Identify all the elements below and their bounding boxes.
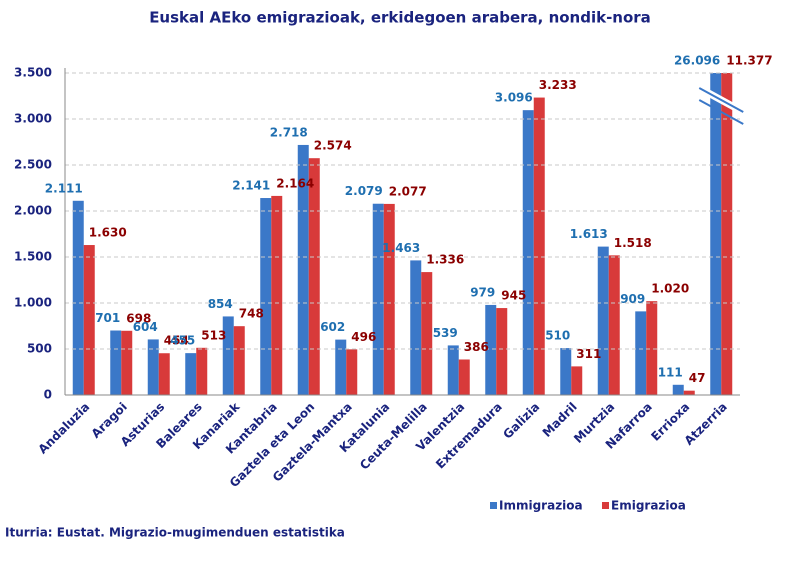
- value-label: 854: [208, 297, 233, 311]
- value-label: 2.141: [232, 179, 270, 193]
- bar: [297, 144, 309, 395]
- bar: [233, 326, 245, 395]
- break-mark: [698, 87, 744, 113]
- bar: [571, 366, 583, 395]
- bar: [372, 203, 384, 395]
- bar: [447, 345, 459, 395]
- legend-label: Emigrazioa: [611, 499, 686, 513]
- source-note: Iturria: Eustat. Migrazio-mugimenduen es…: [5, 526, 345, 540]
- value-label: 1.336: [426, 253, 464, 267]
- legend-label: Immigrazioa: [499, 499, 583, 513]
- y-tick-label: 3.500: [14, 66, 52, 80]
- x-tick-label: Extremadura: [433, 400, 505, 472]
- bar: [721, 73, 733, 395]
- value-label: 1.613: [570, 227, 608, 241]
- value-label: 11.377: [726, 54, 772, 68]
- value-label: 2.077: [389, 184, 427, 198]
- y-tick-label: 2.500: [14, 158, 52, 172]
- y-tick-label: 1.000: [14, 296, 52, 310]
- bar: [522, 110, 534, 395]
- bar: [646, 301, 658, 395]
- value-label: 909: [620, 292, 645, 306]
- value-label: 602: [320, 320, 345, 334]
- x-tick-label: Galizia: [500, 400, 542, 442]
- value-label: 2.111: [45, 181, 83, 195]
- bar: [185, 353, 197, 395]
- bar: [271, 195, 283, 395]
- value-label: 945: [501, 289, 526, 303]
- bar: [308, 158, 320, 395]
- bar: [335, 339, 347, 395]
- bar: [158, 353, 170, 395]
- legend-swatch: [602, 502, 609, 509]
- value-label: 3.096: [495, 91, 533, 105]
- value-label: 2.574: [314, 139, 352, 153]
- value-label: 2.079: [345, 184, 383, 198]
- value-label: 748: [239, 307, 264, 321]
- y-tick-label: 1.500: [14, 250, 52, 264]
- value-label: 111: [658, 365, 683, 379]
- bar: [83, 245, 95, 395]
- bar: [147, 339, 159, 395]
- y-tick-label: 2.000: [14, 204, 52, 218]
- value-label: 496: [351, 330, 376, 344]
- value-label: 1.463: [382, 241, 420, 255]
- legend-swatch: [490, 502, 497, 509]
- y-tick-label: 500: [27, 342, 52, 356]
- bar: [458, 359, 470, 395]
- bar: [597, 246, 609, 395]
- bar: [683, 390, 695, 395]
- bar: [608, 255, 620, 395]
- bar: [672, 384, 684, 395]
- bar: [485, 304, 497, 395]
- value-label: 1.020: [651, 282, 689, 296]
- value-label: 311: [576, 347, 601, 361]
- break-mark: [698, 99, 744, 125]
- value-label: 3.233: [539, 78, 577, 92]
- y-tick-label: 3.000: [14, 112, 52, 126]
- value-label: 701: [95, 311, 120, 325]
- value-label: 454: [164, 334, 189, 348]
- value-label: 604: [133, 320, 158, 334]
- bar: [635, 311, 647, 395]
- value-label: 698: [126, 311, 151, 325]
- value-label: 1.630: [89, 226, 127, 240]
- value-label: 513: [201, 328, 226, 342]
- plot-area: [72, 73, 733, 396]
- value-label: 2.718: [270, 125, 308, 139]
- value-label: 539: [433, 326, 458, 340]
- bar: [533, 97, 545, 396]
- bar: [346, 349, 358, 395]
- value-label: 510: [545, 329, 570, 343]
- x-tick-label: Ceuta-Melilla: [357, 400, 430, 473]
- value-label: 1.518: [614, 236, 652, 250]
- x-tick-label: Andaluzia: [36, 400, 93, 457]
- value-label: 386: [464, 340, 489, 354]
- value-label: 455: [170, 334, 195, 348]
- bar: [496, 308, 508, 395]
- bar: [383, 203, 395, 395]
- bar: [72, 200, 84, 395]
- value-label: 979: [470, 285, 495, 299]
- bar: [196, 347, 208, 395]
- chart-title: Euskal AEko emigrazioak, erkidegoen arab…: [149, 9, 651, 27]
- value-label: 47: [689, 371, 706, 385]
- bar: [121, 330, 133, 395]
- value-label: 26.096: [674, 54, 720, 68]
- bar: [260, 198, 272, 395]
- value-label: 2.164: [276, 176, 314, 190]
- bar: [410, 260, 422, 395]
- bar: [110, 330, 122, 395]
- bar: [710, 73, 722, 395]
- bar: [222, 316, 234, 395]
- bar: [421, 272, 433, 395]
- y-tick-label: 0: [44, 388, 52, 402]
- bar: [560, 348, 572, 395]
